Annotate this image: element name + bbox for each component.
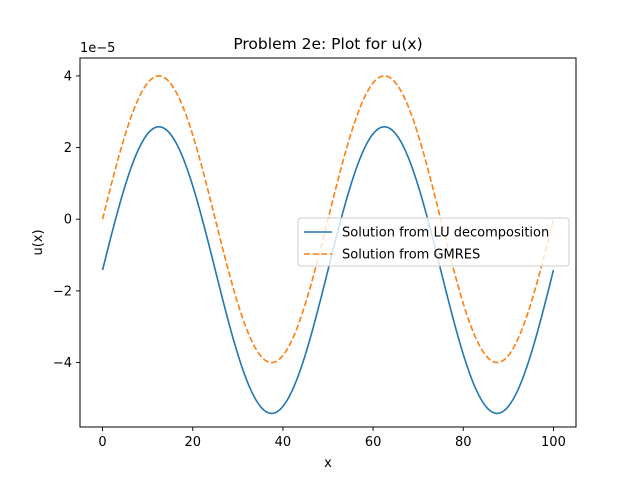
series-line-0 bbox=[101, 125, 555, 415]
x-tick-label: 60 bbox=[365, 435, 382, 450]
y-tick-label: −4 bbox=[53, 356, 72, 371]
y-axis-label: u(x) bbox=[31, 229, 46, 255]
plot-frame bbox=[79, 57, 577, 428]
x-tick-label: 40 bbox=[275, 435, 292, 450]
legend-box bbox=[297, 217, 570, 267]
y-tick-label: −2 bbox=[53, 284, 72, 299]
legend-label-0: Solution from LU decomposition bbox=[342, 226, 549, 241]
y-axis-offset-label: 1e−5 bbox=[80, 41, 115, 56]
x-tick-label: 0 bbox=[98, 435, 106, 450]
legend: Solution from LU decomposition Solution f… bbox=[297, 217, 570, 267]
ticks-layer: 0 20 40 60 80 100 −4 −2 0 2 4 bbox=[53, 69, 566, 450]
x-axis-label: x bbox=[324, 456, 332, 471]
y-tick-label: 4 bbox=[64, 69, 72, 84]
x-tick-label: 80 bbox=[455, 435, 472, 450]
legend-label-1: Solution from GMRES bbox=[342, 248, 480, 263]
x-tick-label: 100 bbox=[541, 435, 566, 450]
y-tick-label: 0 bbox=[64, 213, 72, 228]
chart-title: Problem 2e: Plot for u(x) bbox=[233, 35, 422, 53]
x-tick-label: 20 bbox=[184, 435, 201, 450]
y-tick-label: 2 bbox=[64, 141, 72, 156]
